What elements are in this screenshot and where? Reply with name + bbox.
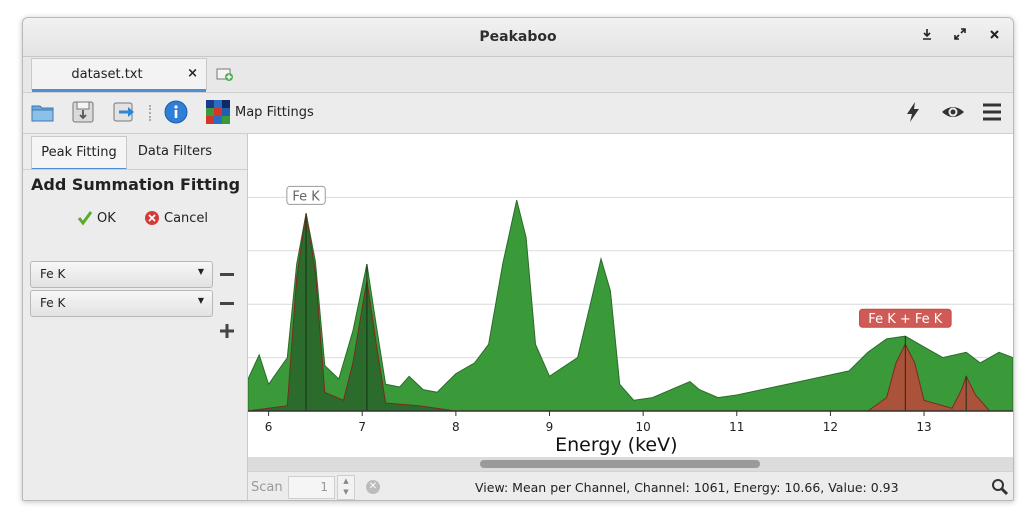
tab-data-filters-label: Data Filters <box>137 144 213 159</box>
scan-value: 1 <box>320 480 328 494</box>
eye-icon[interactable] <box>940 99 966 125</box>
tab-label: dataset.txt <box>71 67 143 82</box>
tab-close-icon[interactable]: × <box>187 66 198 81</box>
annotation-label: Fe K <box>292 189 320 204</box>
maximize-icon[interactable] <box>950 27 970 47</box>
plus-icon <box>220 324 234 338</box>
close-icon[interactable] <box>984 27 1004 47</box>
sidebar-panel: Peak Fitting Data Filters Add Summation … <box>23 134 248 500</box>
chevron-down-icon: ▼ <box>197 267 204 276</box>
panel-heading: Add Summation Fitting <box>31 175 241 194</box>
chart-scrollbar[interactable] <box>248 457 1013 471</box>
cancel-icon <box>145 211 159 225</box>
status-bar: Scan 1 ▲ ▼ ✕ View: Mean per Channel, Chan… <box>248 471 1013 500</box>
tab-dataset[interactable]: dataset.txt × <box>31 58 207 92</box>
clear-icon[interactable]: ✕ <box>366 480 380 494</box>
spectrum-chart[interactable]: 6 7 8 9 10 11 12 13 Energy (keV) Fe K Fe K + Fe K <box>247 134 1013 457</box>
sidebar-divider <box>23 169 247 170</box>
x-axis: 6 7 8 9 10 11 12 13 Energy (keV) <box>248 410 1013 456</box>
document-tabs: dataset.txt × <box>23 57 1013 93</box>
x-tick-label: 11 <box>729 420 744 434</box>
annotation-box <box>286 185 326 205</box>
cancel-label: Cancel <box>164 211 209 226</box>
save-icon[interactable] <box>70 99 96 125</box>
x-tick-label: 12 <box>823 420 838 434</box>
open-folder-icon[interactable] <box>30 99 56 125</box>
scan-stepper[interactable]: ▲ ▼ <box>337 475 355 500</box>
remove-fitting-2-button[interactable] <box>220 302 234 305</box>
fitting-select-1-value: Fe K <box>40 267 66 281</box>
series-area-1 <box>247 213 1013 412</box>
x-tick-label: 10 <box>636 420 651 434</box>
tab-data-filters[interactable]: Data Filters <box>127 136 223 167</box>
scrollbar-thumb[interactable] <box>480 460 760 468</box>
annotation-label: Fe K + Fe K <box>868 312 942 327</box>
map-fittings-label: Map Fittings <box>235 105 314 120</box>
chart-series <box>247 199 1013 412</box>
x-tick-label: 13 <box>916 420 931 434</box>
fitting-select-2[interactable]: Fe K ▼ <box>30 290 213 317</box>
toolbar: Map Fittings <box>23 93 1013 134</box>
scan-label: Scan <box>251 480 283 495</box>
x-tick-label: 6 <box>265 420 273 434</box>
title-bar: Peakaboo <box>23 18 1013 57</box>
map-fittings-icon <box>206 100 230 124</box>
window-title: Peakaboo <box>479 29 557 45</box>
search-icon[interactable] <box>991 478 1009 496</box>
ok-label: OK <box>97 211 116 226</box>
x-tick-label: 9 <box>546 420 554 434</box>
chevron-down-icon: ▼ <box>197 296 204 305</box>
status-info: View: Mean per Channel, Channel: 1061, E… <box>475 480 899 495</box>
info-icon[interactable] <box>163 99 189 125</box>
check-icon <box>77 211 93 226</box>
export-icon[interactable] <box>111 99 137 125</box>
menu-icon[interactable] <box>979 99 1005 125</box>
x-tick-label: 8 <box>452 420 460 434</box>
tab-peak-fitting-label: Peak Fitting <box>41 145 117 160</box>
add-fitting-button[interactable] <box>220 324 234 338</box>
spectrum-svg: 6 7 8 9 10 11 12 13 Energy (keV) Fe K Fe K + Fe K <box>247 185 1013 456</box>
chart-annotations: Fe K Fe K + Fe K <box>286 185 952 328</box>
map-fittings-button[interactable]: Map Fittings <box>206 100 314 126</box>
x-axis-label: Energy (keV) <box>555 434 677 456</box>
x-tick-label: 7 <box>358 420 366 434</box>
lightning-icon[interactable] <box>900 99 926 125</box>
new-tab-icon[interactable] <box>216 67 234 81</box>
app-window: Peakaboo dataset.txt × <box>22 17 1014 501</box>
toolbar-separator <box>149 105 153 121</box>
annotation-box <box>859 308 952 328</box>
active-tab-indicator <box>32 89 206 92</box>
scan-input[interactable]: 1 <box>288 476 335 499</box>
fitting-select-1[interactable]: Fe K ▼ <box>30 261 213 288</box>
minimize-icon[interactable] <box>917 27 937 47</box>
tab-peak-fitting[interactable]: Peak Fitting <box>31 136 127 170</box>
remove-fitting-1-button[interactable] <box>220 273 234 276</box>
fitting-select-2-value: Fe K <box>40 296 66 310</box>
